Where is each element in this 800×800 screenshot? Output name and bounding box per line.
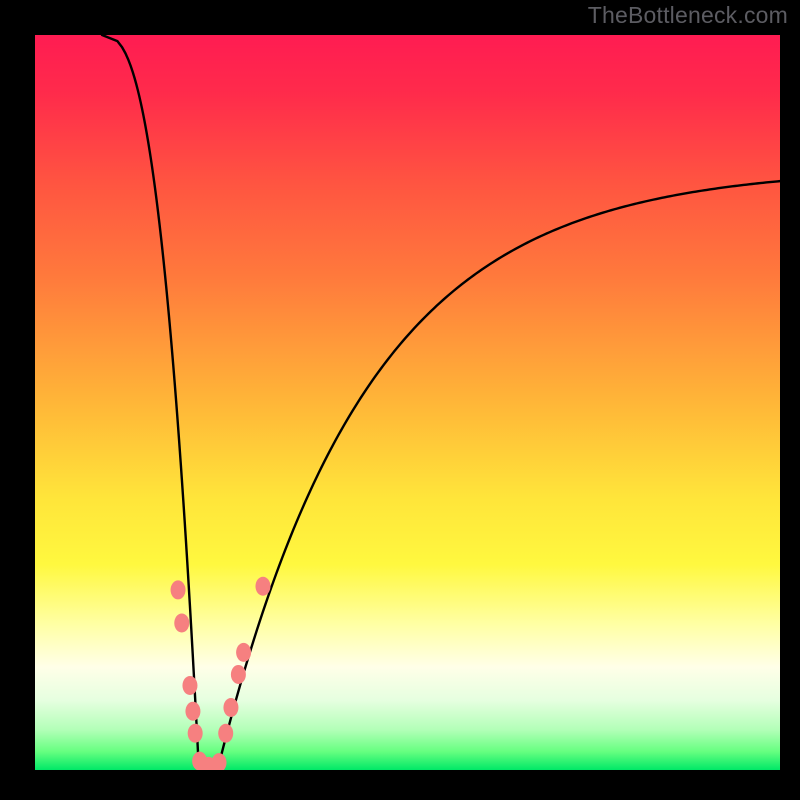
data-marker (223, 698, 238, 717)
data-marker (182, 676, 197, 695)
data-marker (212, 753, 227, 770)
plot-area (35, 35, 780, 770)
data-marker (171, 580, 186, 599)
data-marker (255, 577, 270, 596)
curves-layer (35, 35, 780, 770)
curve-segment (218, 181, 780, 770)
data-marker (174, 614, 189, 633)
curve-segment (102, 35, 199, 770)
data-marker (231, 665, 246, 684)
watermark-text: TheBottleneck.com (588, 2, 788, 29)
data-marker (185, 702, 200, 721)
data-marker (218, 724, 233, 743)
data-marker (188, 724, 203, 743)
data-marker (236, 643, 251, 662)
chart-stage: TheBottleneck.com (0, 0, 800, 800)
